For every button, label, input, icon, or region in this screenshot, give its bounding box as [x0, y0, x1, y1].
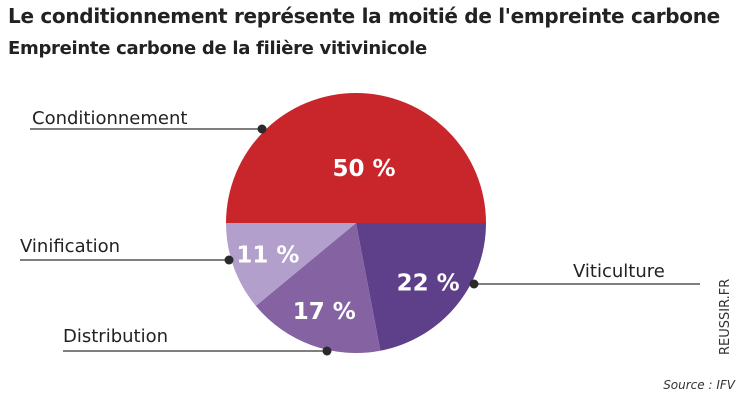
pie-slice-conditionnement	[226, 93, 486, 223]
slice-label-conditionnement: Conditionnement	[32, 108, 187, 129]
value-label-vinification: 11 %	[236, 243, 299, 269]
pie-slice-viticulture	[356, 223, 486, 351]
source-note: Source : IFV	[663, 378, 735, 392]
slice-label-viticulture: Viticulture	[573, 261, 665, 282]
leader-dot-viticulture	[469, 279, 479, 289]
chart-subtitle: Empreinte carbone de la filière vitivini…	[8, 38, 427, 59]
leader-dot-distribution	[322, 346, 332, 356]
pie-slice-vinification	[226, 223, 356, 306]
value-label-conditionnement: 50 %	[332, 156, 395, 182]
pie-slice-distribution	[255, 223, 381, 353]
slice-label-distribution: Distribution	[63, 326, 168, 347]
leader-dot-vinification	[224, 255, 234, 265]
value-label-viticulture: 22 %	[397, 271, 460, 297]
chart-title: Le conditionnement représente la moitié …	[8, 4, 720, 28]
leader-dot-conditionnement	[257, 124, 267, 134]
slice-label-vinification: Vinification	[20, 236, 120, 257]
credit: REUSSIR.FR	[718, 278, 733, 355]
value-label-distribution: 17 %	[293, 299, 356, 325]
